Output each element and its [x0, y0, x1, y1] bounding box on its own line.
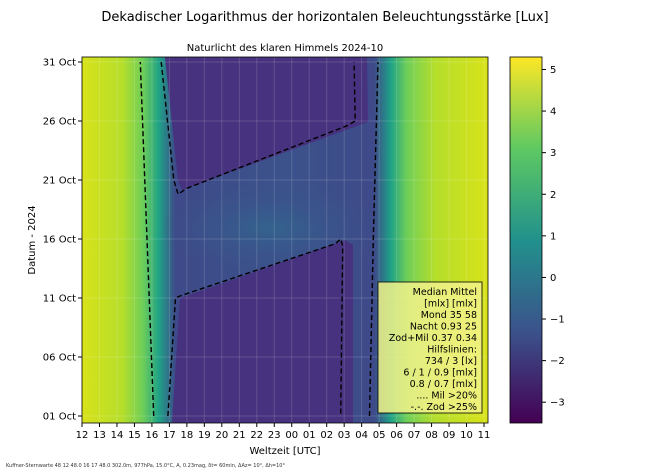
- legend-line: Nacht 0.93 25: [410, 322, 477, 333]
- colorbar-tick-label: 3: [550, 148, 556, 159]
- x-tick-label: 08: [425, 430, 438, 441]
- night-region-lower: [172, 240, 353, 423]
- legend-line: 6 / 1 / 0.9 [mlx]: [403, 368, 477, 379]
- legend-box: Median Mittel[mlx] [mlx]Mond 35 58Nacht …: [377, 281, 483, 414]
- colorbar-tick-label: 2: [550, 190, 556, 201]
- y-axis-label: Datum - 2024: [27, 205, 38, 274]
- chart-title: Naturlicht des klaren Himmels 2024-10: [187, 43, 384, 54]
- legend-line: 734 / 3 [lx]: [425, 356, 477, 367]
- contour-line: [368, 61, 379, 417]
- x-axis-label: Weltzeit [UTC]: [249, 446, 320, 457]
- colorbar-tick-label: 5: [550, 65, 556, 76]
- legend-line: [mlx] [mlx]: [424, 299, 477, 310]
- contour-line: [160, 61, 356, 196]
- x-tick-label: 20: [215, 430, 228, 441]
- x-tick-label: 06: [390, 430, 403, 441]
- colorbar-tick-label: 0: [550, 273, 556, 284]
- x-tick-label: 16: [146, 430, 159, 441]
- x-tick-label: 11: [478, 430, 491, 441]
- colorbar-tick-label: −3: [550, 398, 565, 409]
- y-tick-label: 11 Oct: [43, 294, 76, 305]
- x-tick-label: 01: [303, 430, 316, 441]
- colorbar-tick-label: −2: [550, 356, 565, 367]
- legend-line: Zod+Mil 0.37 0.34: [389, 333, 477, 344]
- x-tick-label: 10: [460, 430, 473, 441]
- x-tick-label: 15: [128, 430, 141, 441]
- legend-line: 0.8 / 0.7 [mlx]: [410, 379, 477, 390]
- y-tick-label: 06 Oct: [43, 353, 76, 364]
- x-tick-label: 03: [338, 430, 351, 441]
- x-tick-label: 12: [76, 430, 89, 441]
- x-tick-label: 09: [443, 430, 456, 441]
- colorbar-tick-label: 4: [550, 107, 556, 118]
- x-tick-label: 17: [163, 430, 176, 441]
- suptitle: Dekadischer Logarithmus der horizontalen…: [101, 10, 548, 25]
- x-tick-label: 02: [320, 430, 333, 441]
- x-tick-label: 13: [93, 430, 106, 441]
- legend-line: Mond 35 58: [421, 310, 477, 321]
- y-tick-label: 26 Oct: [43, 117, 76, 128]
- x-tick-label: 21: [233, 430, 246, 441]
- x-tick-label: 04: [355, 430, 368, 441]
- legend-line: Hilfslinien:: [427, 345, 477, 356]
- plot-area: [82, 57, 488, 423]
- y-tick-label: 16 Oct: [43, 235, 76, 246]
- x-tick-label: 07: [408, 430, 421, 441]
- y-tick-label: 01 Oct: [43, 412, 76, 423]
- plot-frame: [81, 56, 489, 424]
- x-tick-label: 19: [198, 430, 211, 441]
- legend-line: -.-. Zod >25%: [411, 402, 477, 413]
- colorbar-tick-label: 1: [550, 231, 556, 242]
- x-tick-label: 22: [250, 430, 263, 441]
- x-tick-label: 18: [181, 430, 194, 441]
- y-tick-label: 21 Oct: [43, 176, 76, 187]
- x-tick-label: 23: [268, 430, 281, 441]
- x-tick-label: 05: [373, 430, 386, 441]
- colorbar: [509, 56, 543, 424]
- y-tick-label: 31 Oct: [43, 58, 76, 69]
- x-tick-label: 14: [111, 430, 124, 441]
- legend-line: Median Mittel: [413, 287, 477, 298]
- legend-line: .... Mil >20%: [416, 391, 477, 402]
- footer-caption: Kuffner-Sternwarte 48 12 48.0 16 17 48.0…: [6, 463, 285, 469]
- night-region-upper: [165, 57, 368, 190]
- x-tick-label: 00: [285, 430, 298, 441]
- contour-line: [139, 61, 155, 417]
- colorbar-tick-label: −1: [550, 315, 565, 326]
